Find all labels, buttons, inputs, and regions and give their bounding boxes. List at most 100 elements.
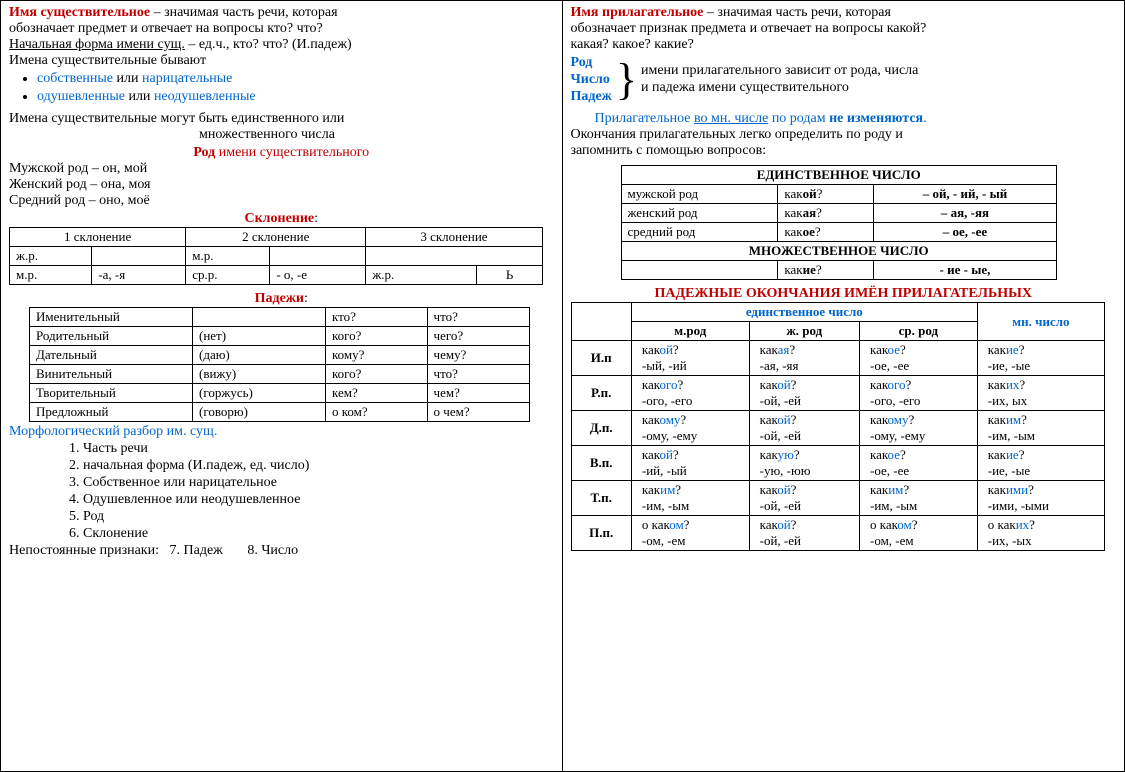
case-endings-heading: ПАДЕЖНЫЕ ОКОНЧАНИЯ ИМЁН ПРИЛАГАТЕЛЬНЫХ (571, 286, 1117, 302)
case-cell: Винительный (30, 365, 193, 384)
case-cell: Предложный (30, 403, 193, 422)
t1-r3c3: – ое, -ее (874, 223, 1057, 242)
t2-cell: какими?-ими, -ыми (977, 481, 1104, 516)
morph-item: 2. начальная форма (И.падеж, ед. число) (69, 458, 554, 474)
adj-gender-block: Род Число Падеж } имени прилагательного … (571, 55, 1117, 105)
noun-title-rest: – значимая часть речи, которая (150, 5, 338, 20)
t1-r3c1: средний род (621, 223, 778, 242)
rcp-c: Число (571, 72, 612, 89)
noun-number-b: множественного числа (9, 127, 554, 143)
t1-r2c3: – ая, -яя (874, 204, 1057, 223)
morph-item: 1. Часть речи (69, 441, 554, 457)
noun-def2: обозначает предмет и отвечает на вопросы… (9, 21, 554, 37)
noun-number-a: Имена существительные могут быть единств… (9, 111, 554, 127)
t2-case: Д.п. (571, 411, 631, 446)
adj-endings-table: ЕДИНСТВЕННОЕ ЧИСЛО мужской род какой? – … (621, 165, 1057, 280)
declension-heading: Склонение: (9, 211, 554, 227)
t2-cell: какой?-ый, -ий (631, 341, 749, 376)
morph-item: 4. Одушевленное или неодушевленное (69, 492, 554, 508)
t2-cell: какой?-ой, -ей (749, 481, 859, 516)
t1-r3c2: какое? (778, 223, 874, 242)
note-u: во мн. числе (694, 111, 768, 126)
skl-r1c3: м.р. (186, 247, 270, 266)
t2-cell: о каких?-их, -ых (977, 516, 1104, 551)
noun-type-2: одушевленные или неодушевленные (37, 89, 554, 105)
t2-case: Т.п. (571, 481, 631, 516)
case-cell: (нет) (193, 327, 326, 346)
case-cell: (горжусь) (193, 384, 326, 403)
t2-case: И.п (571, 341, 631, 376)
t1-pl: МНОЖЕСТВЕННОЕ ЧИСЛО (621, 242, 1056, 261)
case-cell: (говорю) (193, 403, 326, 422)
t2-row: Р.п.какого?-ого, -егокакой?-ой, -ейкаког… (571, 376, 1105, 411)
t2-m: м.род (631, 322, 749, 341)
t2-cell: какому?-ому, -ему (859, 411, 977, 446)
skl-r2c6: Ь (477, 266, 542, 285)
gender-m: Мужской род – он, мой (9, 161, 554, 177)
right-column: Имя прилагательное – значимая часть речи… (563, 1, 1125, 771)
gender-heading: Род имени существительного (9, 145, 554, 161)
skl-r2c2: -а, -я (92, 266, 186, 285)
skl-h3: 3 склонение (366, 228, 542, 247)
t2-row: В.п.какой?-ий, -ыйкакую?-ую, -ююкакое?-о… (571, 446, 1105, 481)
case-cell: Родительный (30, 327, 193, 346)
t2b: неодушевленные (154, 89, 256, 104)
case-cell: (вижу) (193, 365, 326, 384)
t2-hr1: единственное число мн. число (571, 303, 1105, 322)
t1-r2: женский род какая? – ая, -яя (621, 204, 1056, 223)
skl-r1c4 (270, 247, 366, 266)
skl-row-h: 1 склонение 2 склонение 3 склонение (10, 228, 543, 247)
left-column: Имя существительное – значимая часть реч… (1, 1, 563, 771)
t2-cell: какому?-ому, -ему (631, 411, 749, 446)
t2-sg: единственное число (631, 303, 977, 322)
case-cell: чего? (427, 327, 529, 346)
t2-cell: каким?-им, -ым (859, 481, 977, 516)
skl-h1: 1 склонение (10, 228, 186, 247)
t2-cell: о каком?-ом, -ем (859, 516, 977, 551)
noun-initial-form: Начальная форма имени сущ. – ед.ч., кто?… (9, 37, 554, 53)
rcp-t1: имени прилагательного зависит от рода, ч… (641, 63, 918, 80)
case-cell: кто? (326, 308, 428, 327)
rcp-p: Падеж (571, 89, 612, 106)
t2-case: П.п. (571, 516, 631, 551)
noun-heading: Имя существительное – значимая часть реч… (9, 5, 554, 21)
t2-cell: каким?-им, -ым (977, 411, 1104, 446)
morph-heading: Морфологический разбор им. сущ. (9, 424, 554, 440)
skl-h2: 2 склонение (186, 228, 366, 247)
t1m: или (113, 71, 142, 86)
t1-r1c1: мужской род (621, 185, 778, 204)
rcp-t2: и падежа имени существительного (641, 80, 918, 97)
case-cell: кого? (326, 327, 428, 346)
t1-r2c1: женский род (621, 204, 778, 223)
case-cell: что? (427, 308, 529, 327)
skl-r2c3: ср.р. (186, 266, 270, 285)
case-cell: чему? (427, 346, 529, 365)
cases-table: Именительныйкто?что?Родительный(нет)кого… (29, 307, 530, 422)
t1a: собственные (37, 71, 113, 86)
case-row: Родительный(нет)кого?чего? (30, 327, 530, 346)
t1-r1: мужской род какой? – ой, - ий, - ый (621, 185, 1056, 204)
case-cell: кому? (326, 346, 428, 365)
t2-cell: какой?-ой, -ей (749, 376, 859, 411)
adj-plural-note: Прилагательное во мн. числе по родам не … (571, 111, 1117, 127)
adj-def2: обозначает признак предмета и отвечает н… (571, 21, 1117, 37)
t1-r4c3: - ие - ые, (874, 261, 1057, 280)
skl-r2c5: ж.р. (366, 266, 477, 285)
adj-endings-a: Окончания прилагательных легко определит… (571, 127, 1117, 143)
gender-hdr-rest: имени существительного (219, 145, 369, 160)
case-row: Дательный(даю)кому?чему? (30, 346, 530, 365)
adj-endings-b: запомнить с помощью вопросов: (571, 143, 1117, 159)
morph-item: 5. Род (69, 509, 554, 525)
skl-r2c1: м.р. (10, 266, 92, 285)
case-cell: о ком? (326, 403, 428, 422)
skl-r1c2 (92, 247, 186, 266)
case-cell: чем? (427, 384, 529, 403)
t2-cell: каким?-им, -ым (631, 481, 749, 516)
note-a: Прилагательное (595, 111, 694, 126)
initial-form-rest: – ед.ч., кто? что? (И.падеж) (185, 37, 352, 52)
t2-zh: ж. род (749, 322, 859, 341)
gender-f: Женский род – она, моя (9, 177, 554, 193)
gender-hdr-red: Род (193, 145, 218, 160)
t1-r4c1 (621, 261, 778, 280)
noun-type-1: собственные или нарицательные (37, 71, 554, 87)
